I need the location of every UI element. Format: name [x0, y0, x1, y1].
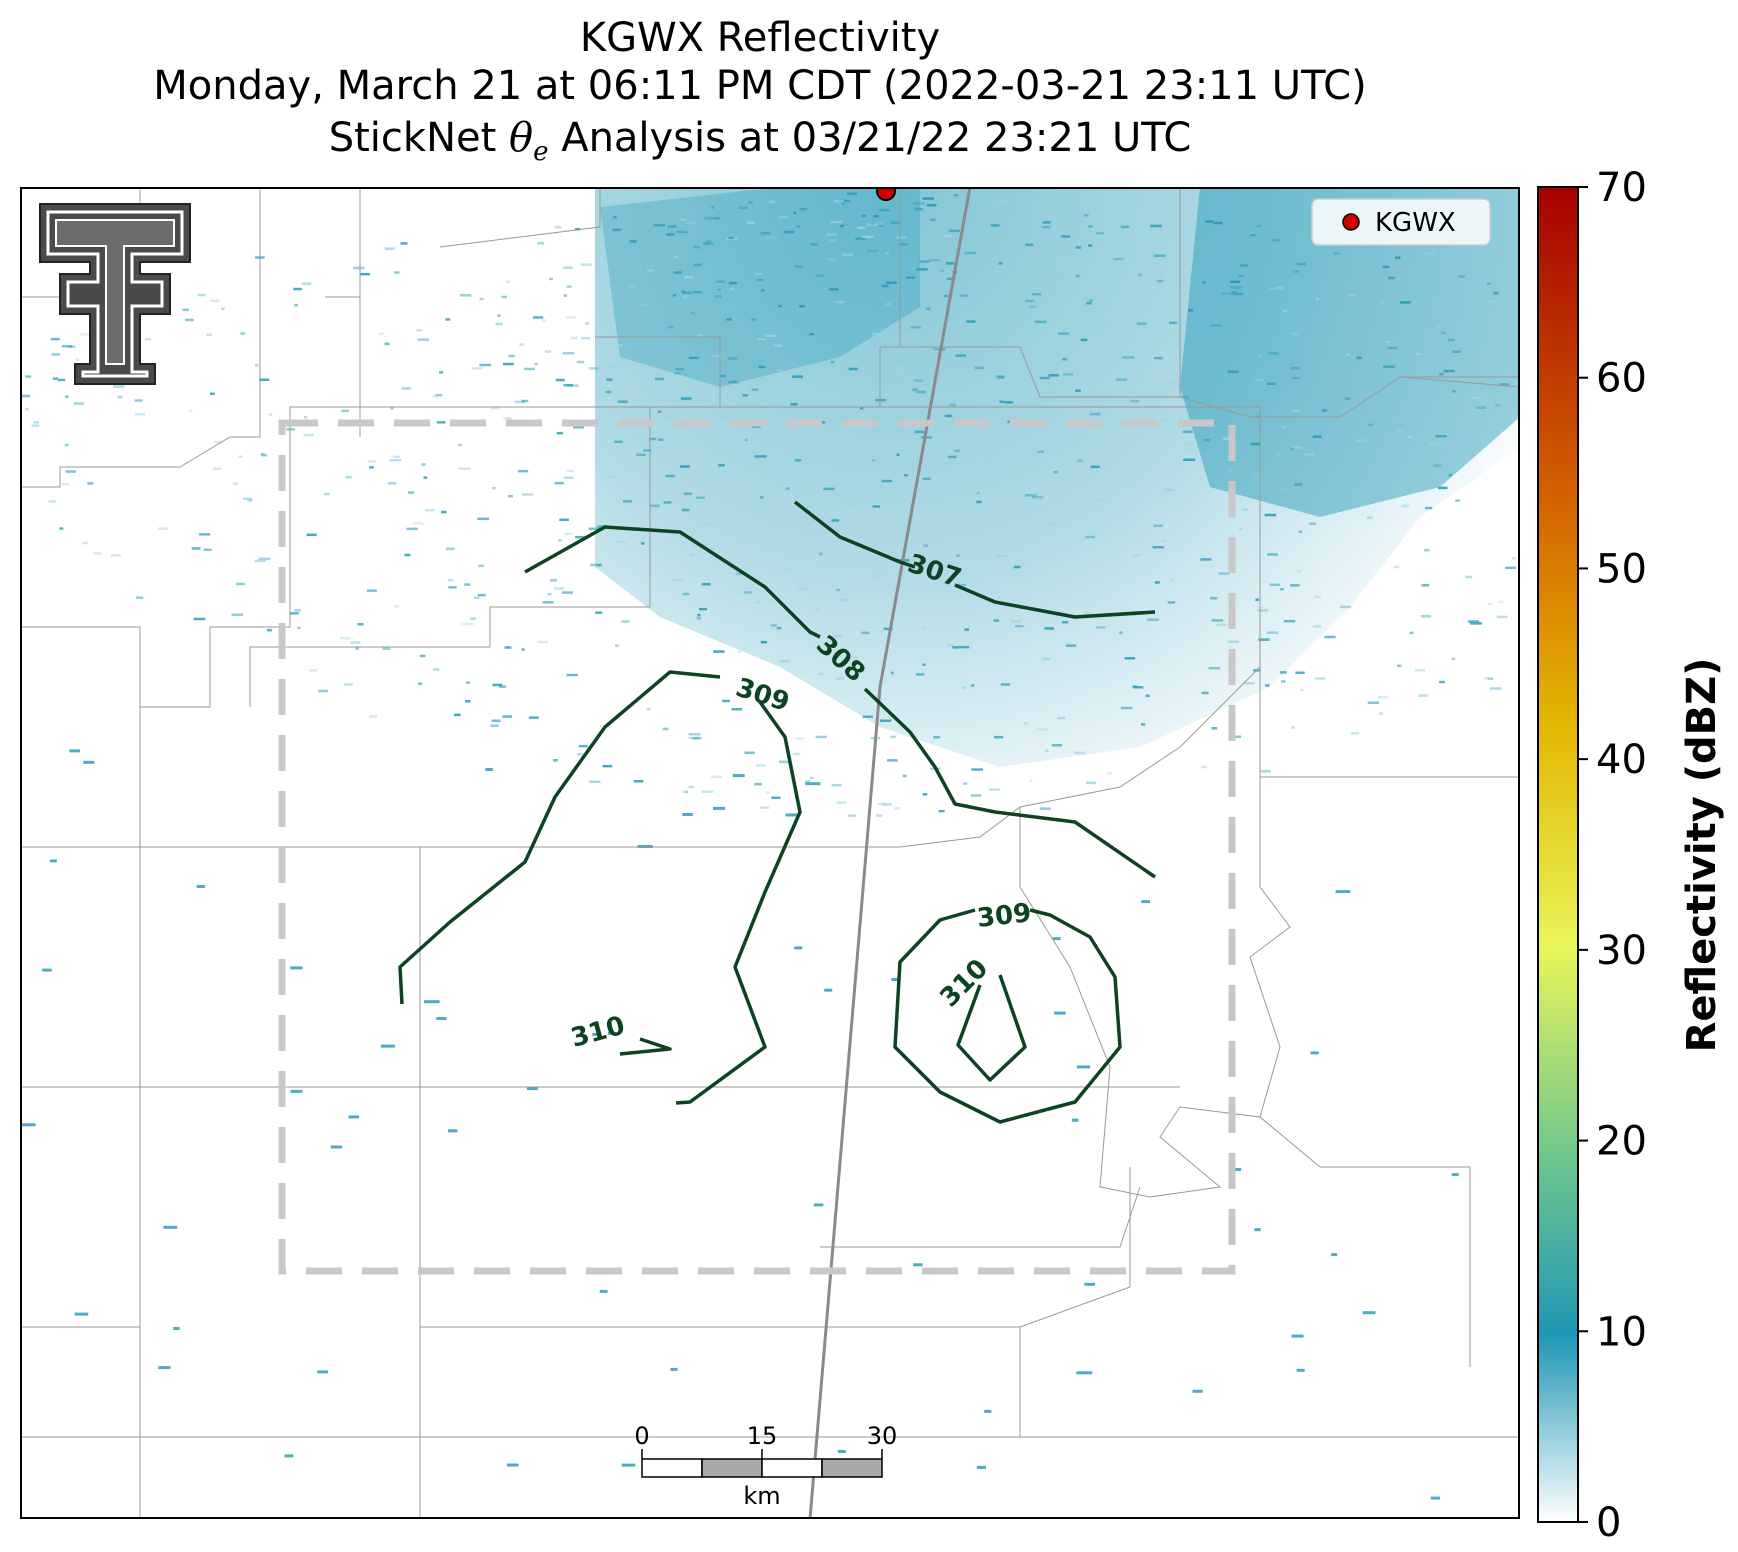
colorbar-gradient [1537, 186, 1579, 1523]
radar-map: 307 308 309 309 310 310 KGWX [20, 187, 1520, 1519]
scale-tick-15: 15 [747, 1422, 778, 1450]
scale-tick-30: 30 [867, 1422, 898, 1450]
scale-segment-1 [641, 1458, 703, 1478]
contour-309-west [398, 670, 802, 1105]
theta-symbol: θ [509, 115, 534, 161]
county-boundaries [20, 187, 1520, 1519]
colorbar-tick-label: 40 [1596, 737, 1647, 783]
chart-subtitle-time: Monday, March 21 at 06:11 PM CDT (2022-0… [153, 63, 1367, 109]
chart-subtitle-analysis: StickNet θe Analysis at 03/21/22 23:21 U… [0, 114, 1520, 176]
legend-box [1311, 198, 1491, 246]
highway-line [808, 187, 972, 1519]
chart-title: KGWX Reflectivity [579, 15, 941, 61]
colorbar-label: Reflectivity (dBZ) [1679, 658, 1725, 1053]
echo-speckle [21, 192, 1520, 1500]
contour-label-309-east: 309 [976, 898, 1033, 934]
scale-segment-2 [701, 1458, 763, 1478]
texas-tech-logo [39, 203, 191, 385]
colorbar-tick-label: 10 [1596, 1309, 1647, 1355]
scale-tick-0: 0 [634, 1422, 649, 1450]
contour-310-east [956, 974, 1027, 1082]
map-frame [20, 187, 1520, 1519]
legend-marker-icon [1342, 213, 1360, 231]
colorbar-tick-label: 70 [1596, 165, 1647, 211]
analysis-prefix: StickNet [328, 115, 509, 161]
scale-segment-4 [821, 1458, 883, 1478]
theta-e-contours [398, 500, 1156, 1124]
colorbar-tick-label: 60 [1596, 356, 1647, 402]
contour-309-east [893, 908, 1122, 1124]
analysis-suffix: Analysis at 03/21/22 23:21 UTC [548, 115, 1192, 161]
reflectivity-echoes [21, 187, 1520, 1500]
scale-segment-3 [761, 1458, 823, 1478]
scale-bar: 0 15 30 km [634, 1422, 897, 1510]
colorbar-tick-label: 20 [1596, 1119, 1647, 1165]
colorbar-tick-label: 0 [1596, 1500, 1621, 1540]
legend-label: KGWX [1375, 208, 1456, 238]
contour-310-west [619, 1037, 672, 1056]
colorbar: 0 10 20 30 40 50 60 70 Reflectivity (dBZ) [1537, 165, 1725, 1540]
map-legend: KGWX [1311, 198, 1491, 246]
colorbar-tick-label: 30 [1596, 928, 1647, 974]
double-t-icon [39, 203, 191, 385]
contour-307 [793, 500, 1156, 619]
colorbar-ticks: 0 10 20 30 40 50 60 70 [1578, 165, 1647, 1540]
colorbar-tick-label: 50 [1596, 546, 1647, 592]
contour-308 [524, 525, 1156, 879]
kgwx-radar-site-marker [876, 187, 896, 201]
theta-subscript: e [533, 137, 549, 167]
sticknet-domain-box [278, 419, 1236, 1275]
scale-unit: km [743, 1482, 780, 1510]
